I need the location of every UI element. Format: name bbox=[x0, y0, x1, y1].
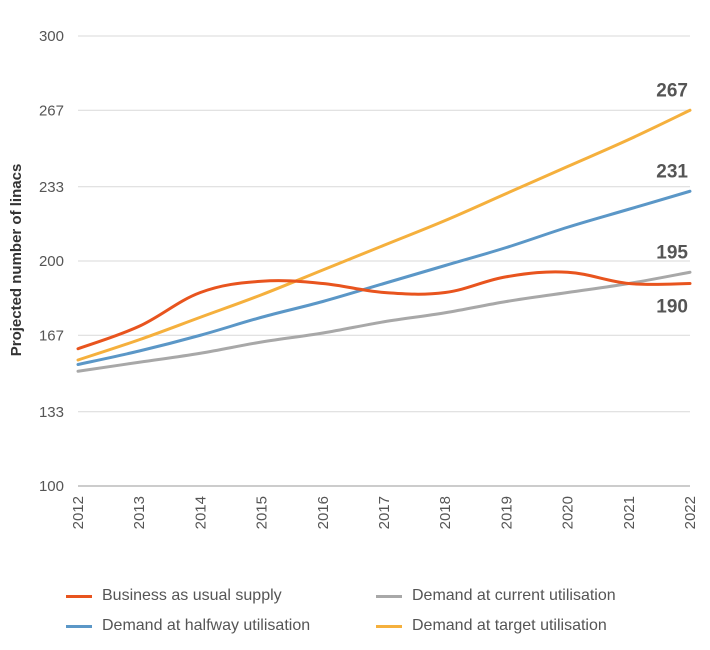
y-tick-label: 233 bbox=[39, 179, 64, 196]
legend-item-current-utilisation: Demand at current utilisation bbox=[376, 584, 686, 608]
series-line-demand-at-current-utilisation bbox=[76, 270, 692, 373]
legend-swatch bbox=[376, 624, 402, 628]
y-tick-label: 133 bbox=[39, 404, 64, 421]
x-tick-label: 2019 bbox=[498, 496, 515, 529]
end-label: 190 bbox=[656, 297, 688, 318]
legend-label: Business as usual supply bbox=[102, 587, 282, 604]
end-label: 231 bbox=[656, 161, 688, 182]
x-tick-label: 2015 bbox=[254, 496, 271, 529]
legend-label: Demand at target utilisation bbox=[412, 617, 607, 634]
legend-label: Demand at halfway utilisation bbox=[102, 617, 311, 634]
legend-label: Demand at current utilisation bbox=[412, 587, 616, 604]
series-lines bbox=[76, 108, 692, 373]
end-labels: 190 195 231 267 bbox=[656, 80, 688, 317]
gridlines bbox=[78, 35, 690, 487]
x-tick-labels: 2012 2013 2014 2015 2016 2017 2018 2019 2020 2021… bbox=[70, 496, 699, 529]
x-tick-label: 2012 bbox=[70, 496, 87, 529]
x-tick-label: 2017 bbox=[376, 496, 393, 529]
x-tick-label: 2022 bbox=[682, 496, 699, 529]
y-axis-title: Projected number of linacs bbox=[8, 164, 25, 357]
end-label: 195 bbox=[656, 242, 688, 263]
y-tick-labels: 100 133 167 200 233 267 300 bbox=[39, 28, 64, 495]
series-line-business-as-usual-supply bbox=[76, 270, 692, 351]
x-tick-label: 2016 bbox=[315, 496, 332, 529]
legend-swatch bbox=[376, 594, 402, 598]
x-tick-label: 2014 bbox=[192, 496, 209, 529]
legend-item-business-as-usual: Business as usual supply bbox=[66, 584, 376, 608]
x-tick-label: 2021 bbox=[621, 496, 638, 529]
legend-item-target-utilisation: Demand at target utilisation bbox=[376, 614, 686, 638]
legend: Business as usual supply Demand at curre… bbox=[66, 584, 686, 640]
series-line-demand-at-target-utilisation bbox=[76, 108, 692, 362]
x-tick-label: 2020 bbox=[560, 496, 577, 529]
x-tick-label: 2013 bbox=[131, 496, 148, 529]
series-line-demand-at-halfway-utilisation bbox=[76, 189, 692, 366]
y-tick-label: 267 bbox=[39, 102, 64, 119]
legend-swatch bbox=[66, 594, 92, 598]
y-tick-label: 100 bbox=[39, 478, 64, 495]
y-tick-label: 200 bbox=[39, 253, 64, 270]
x-tick-label: 2018 bbox=[437, 496, 454, 529]
legend-item-halfway-utilisation: Demand at halfway utilisation bbox=[66, 614, 376, 638]
end-label: 267 bbox=[656, 80, 688, 101]
y-tick-label: 167 bbox=[39, 327, 64, 344]
legend-swatch bbox=[66, 624, 92, 628]
y-tick-label: 300 bbox=[39, 28, 64, 45]
